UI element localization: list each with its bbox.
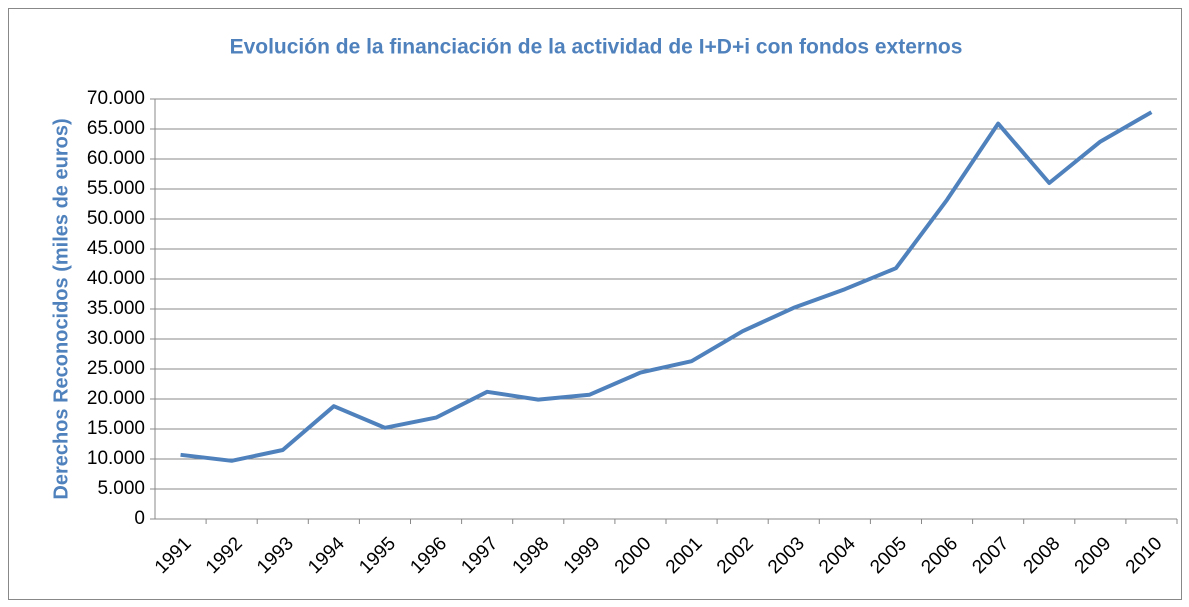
y-tick-label: 40.000: [87, 268, 145, 289]
y-tick-label: 0: [134, 508, 145, 529]
y-tick-label: 70.000: [87, 88, 145, 109]
y-tick-label: 5.000: [97, 478, 145, 499]
y-tick-label: 15.000: [87, 418, 145, 439]
y-tick-label: 10.000: [87, 448, 145, 469]
y-tick-label: 35.000: [87, 298, 145, 319]
y-tick-label: 25.000: [87, 358, 145, 379]
chart-border: [8, 8, 1182, 600]
y-tick-label: 45.000: [87, 238, 145, 259]
y-tick-label: 30.000: [87, 328, 145, 349]
y-tick-label: 55.000: [87, 178, 145, 199]
line-series: [180, 110, 1153, 463]
y-tick-label: 65.000: [87, 118, 145, 139]
y-tick-label: 50.000: [87, 208, 145, 229]
y-axis-label: Derechos Reconocidos (miles de euros): [50, 118, 72, 499]
y-tick-label: 20.000: [87, 388, 145, 409]
y-tick-label: 60.000: [87, 148, 145, 169]
chart-title: Evolución de la financiación de la activ…: [230, 36, 963, 59]
